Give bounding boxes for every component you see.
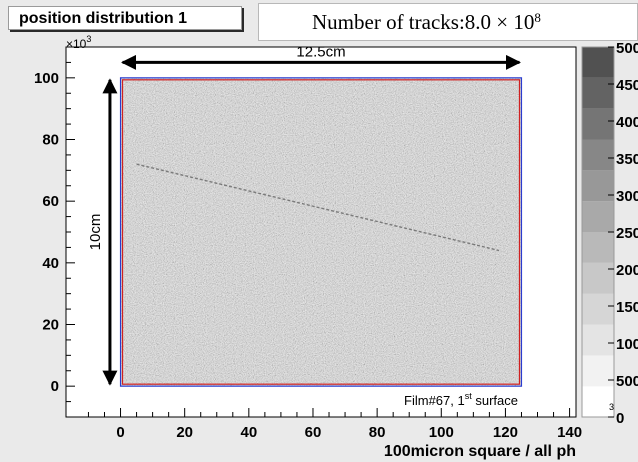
height-label: 10cm [87, 214, 104, 251]
colorbar-exponent: 3 [609, 402, 614, 412]
tracks-exponent: 8 [534, 10, 541, 25]
colorbar-tick-label: 0 [616, 410, 624, 427]
colorbar-band [582, 201, 614, 232]
film-label: Film#67, 1st surface [404, 391, 518, 408]
colorbar-tick-label: 250 [616, 225, 638, 242]
colorbar-band [582, 293, 614, 325]
film-boundary-red [121, 79, 521, 385]
colorbar-tick-label: 100 [616, 336, 638, 353]
x-tick-label: 60 [305, 424, 322, 441]
y-tick-label: 80 [42, 132, 59, 149]
film-label-sup: st [465, 391, 473, 401]
colorbar-band [582, 232, 614, 263]
dimension-vertical: 10cm [87, 78, 118, 386]
film-grain [120, 77, 522, 387]
y-multiplier-exp: 3 [86, 34, 91, 44]
y-tick-label: 100 [34, 70, 59, 87]
colorbar-band [582, 324, 614, 356]
tracks-times: × [496, 9, 509, 34]
y-multiplier-base: ×10 [66, 37, 87, 51]
y-axis: 0 20 40 60 80 100 [34, 46, 75, 417]
colorbar-tick-label: 500 [616, 40, 638, 57]
x-tick-label: 140 [557, 424, 582, 441]
film-label-tail: surface [472, 393, 518, 408]
tracks-base: 10 [513, 9, 535, 34]
x-tick-label: 40 [240, 424, 257, 441]
x-axis-label: 100micron square / all ph [384, 443, 576, 460]
colorbar-band [582, 355, 614, 387]
film-track-streak [136, 163, 500, 252]
colorbar: 0 500 100 150 200 250 300 350 400 450 500 3 [581, 40, 638, 427]
colorbar-band [582, 47, 614, 78]
y-tick-label: 20 [42, 317, 59, 334]
tracks-label: Number of tracks: [312, 9, 465, 34]
film-label-main: Film#67, 1 [404, 393, 465, 408]
y-tick-label: 0 [51, 378, 59, 395]
colorbar-tick-label: 200 [616, 262, 638, 279]
y-multiplier: ×103 [66, 34, 91, 51]
chart-title-box: position distribution 1 [8, 6, 242, 30]
x-tick-label: 0 [116, 424, 124, 441]
colorbar-tick-label: 450 [616, 77, 638, 94]
colorbar-band [582, 262, 614, 294]
tracks-mantissa: 8.0 [464, 9, 492, 34]
film-boundary-blue [119, 77, 523, 387]
y-tick-label: 60 [42, 193, 59, 210]
x-tick-label: 80 [369, 424, 386, 441]
x-tick-label: 100 [429, 424, 454, 441]
colorbar-tick-label: 300 [616, 188, 638, 205]
colorbar-band [582, 77, 614, 109]
tracks-count-box: Number of tracks: 8.0 × 10 8 [258, 3, 638, 41]
colorbar-band [582, 139, 614, 171]
y-tick-label: 40 [42, 255, 59, 272]
colorbar-band [582, 170, 614, 202]
colorbar-tick-label: 150 [616, 299, 638, 316]
colorbar-band [582, 386, 614, 417]
film-image [119, 77, 523, 387]
colorbar-tick-label: 350 [616, 151, 638, 168]
dimension-horizontal: 12.5cm [121, 43, 521, 70]
x-axis: 0 20 40 60 80 100 120 140 [66, 408, 582, 441]
colorbar-tick-label: 500 [616, 373, 638, 390]
x-tick-label: 120 [493, 424, 518, 441]
colorbar-band [582, 108, 614, 140]
width-label: 12.5cm [296, 43, 345, 60]
x-tick-label: 20 [176, 424, 193, 441]
colorbar-tick-label: 400 [616, 114, 638, 131]
